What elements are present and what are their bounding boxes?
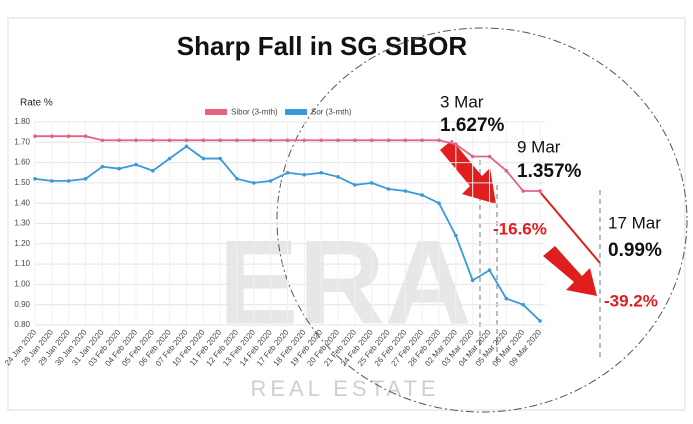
data-point	[100, 164, 105, 169]
data-point	[100, 138, 105, 143]
annotation: -16.6%	[493, 219, 547, 238]
data-point	[454, 233, 458, 238]
chart-title: Sharp Fall in SG SIBOR	[177, 31, 468, 61]
y-tick-label: 1.50	[14, 178, 30, 187]
data-point	[302, 138, 307, 143]
y-tick-label: 0.80	[14, 320, 30, 329]
y-tick-label: 1.60	[14, 158, 30, 167]
arrow	[543, 246, 597, 296]
data-point	[252, 181, 256, 185]
y-axis-label: Rate %	[20, 98, 53, 109]
data-point	[117, 138, 121, 143]
data-point	[386, 138, 391, 143]
data-point	[487, 154, 492, 159]
data-point	[369, 138, 374, 143]
data-point	[285, 170, 290, 175]
data-point	[151, 138, 155, 143]
y-tick-label: 1.40	[14, 198, 30, 207]
data-point	[420, 193, 424, 197]
data-point	[134, 138, 138, 143]
data-point	[117, 166, 121, 171]
data-point	[369, 181, 374, 185]
legend-swatch	[205, 109, 227, 115]
annotation: 1.627%	[440, 115, 505, 136]
data-point	[504, 168, 509, 173]
data-point	[134, 162, 138, 167]
data-point	[504, 296, 509, 301]
data-point	[252, 138, 256, 143]
data-point	[386, 187, 391, 191]
legend-swatch	[285, 109, 307, 115]
data-point	[487, 268, 492, 272]
data-point	[420, 138, 424, 143]
y-tick-label: 1.30	[14, 219, 30, 228]
data-point	[437, 138, 441, 143]
data-point	[470, 278, 475, 283]
y-tick-label: 1.80	[14, 117, 30, 126]
y-tick-label: 1.10	[14, 259, 30, 268]
annotation: 9 Mar	[517, 137, 561, 156]
data-point	[403, 189, 408, 193]
data-point	[268, 179, 273, 183]
highlight-circle	[276, 27, 688, 413]
data-point	[268, 138, 273, 143]
data-point	[538, 189, 542, 193]
data-point	[319, 170, 323, 175]
data-point	[285, 138, 290, 143]
annotation: 3 Mar	[440, 92, 484, 111]
data-point	[353, 138, 357, 143]
data-point	[336, 138, 340, 143]
data-point	[201, 156, 206, 161]
annotation: 1.357%	[517, 161, 582, 182]
data-point	[538, 319, 542, 323]
legend-label: Sor (3-mth)	[311, 108, 352, 117]
data-point	[521, 189, 525, 193]
y-tick-label: 1.00	[14, 280, 30, 289]
annotation: 17 Mar	[608, 213, 661, 232]
y-tick-label: 1.20	[14, 239, 30, 248]
y-tick-label: 1.70	[14, 137, 30, 146]
data-point	[50, 179, 54, 183]
watermark: ERA	[218, 216, 471, 350]
trend-line	[539, 191, 601, 264]
data-point	[184, 144, 189, 149]
data-point	[33, 134, 37, 139]
data-point	[151, 168, 155, 173]
annotation: -39.2%	[604, 291, 658, 310]
frame	[7, 17, 686, 411]
data-point	[83, 134, 88, 139]
data-point	[319, 138, 323, 143]
data-point	[50, 134, 54, 139]
arrow	[440, 140, 496, 204]
data-point	[66, 134, 71, 139]
data-point	[66, 179, 71, 183]
legend-label: Sibor (3-mth)	[231, 108, 278, 117]
annotation: 0.99%	[608, 240, 662, 261]
data-point	[437, 201, 441, 205]
data-point	[235, 177, 239, 181]
data-point	[521, 302, 525, 307]
data-point	[302, 172, 307, 177]
data-point	[454, 142, 458, 147]
data-point	[167, 138, 172, 143]
data-point	[33, 177, 37, 181]
data-point	[235, 138, 239, 143]
data-point	[201, 138, 206, 143]
data-point	[218, 156, 222, 161]
data-point	[184, 138, 189, 143]
y-tick-label: 0.90	[14, 300, 30, 309]
watermark: REAL ESTATE	[250, 376, 439, 401]
data-point	[336, 175, 340, 179]
data-point	[403, 138, 408, 143]
data-point	[167, 156, 172, 161]
data-point	[470, 154, 475, 159]
data-point	[83, 177, 88, 181]
data-point	[353, 183, 357, 187]
data-point	[218, 138, 222, 143]
